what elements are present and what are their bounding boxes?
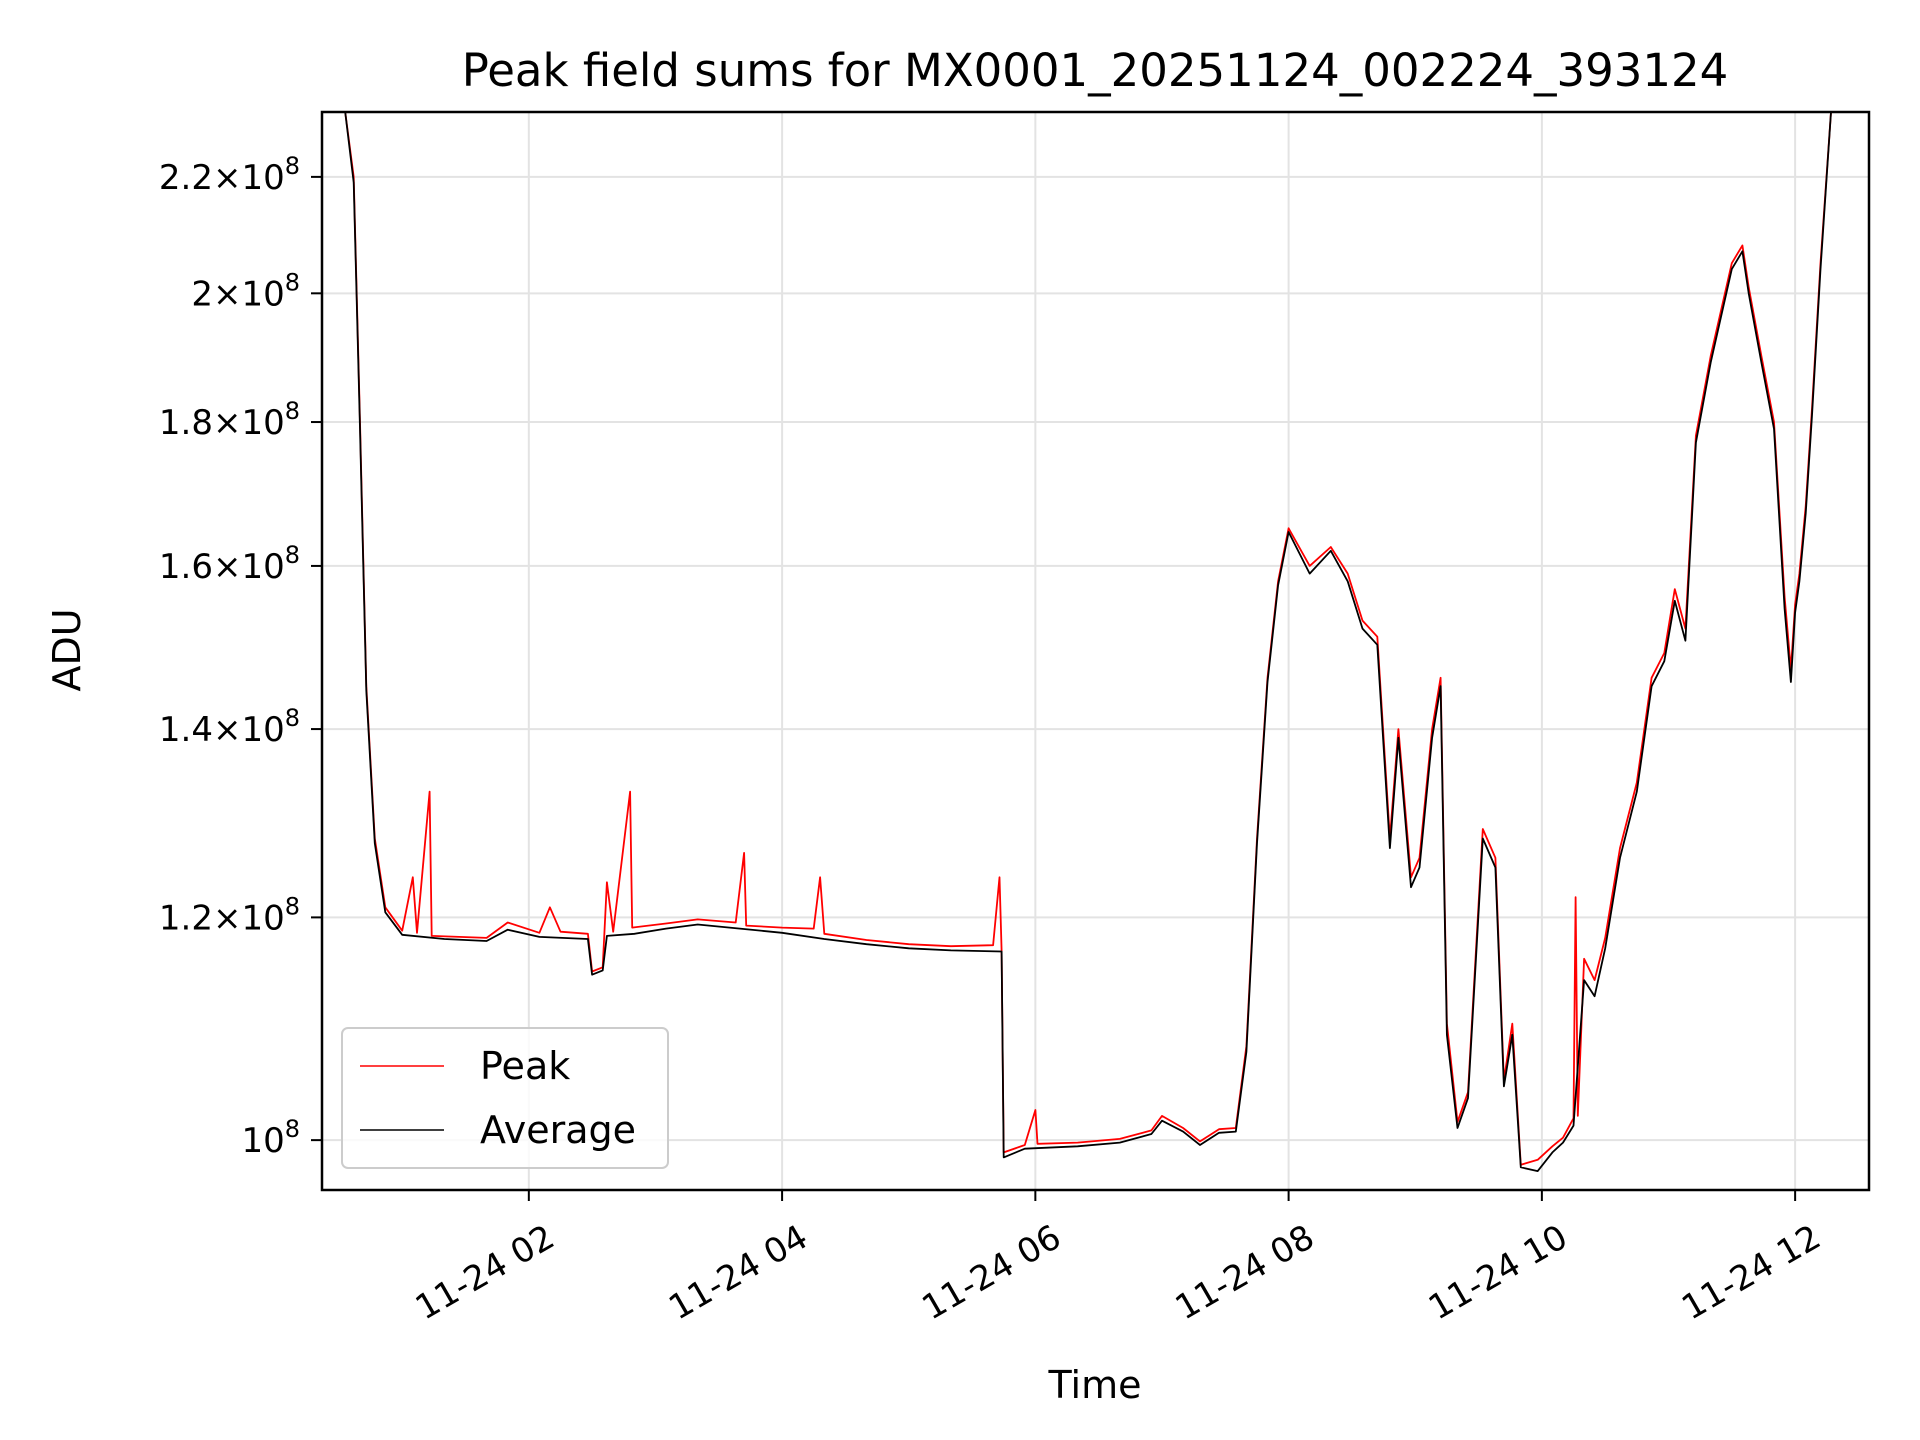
y-tick-label: 1.4×108 [159, 704, 300, 750]
legend-label-average: Average [480, 1108, 636, 1152]
grid-lines [322, 112, 1869, 1190]
y-axis-label: ADU [45, 608, 89, 691]
plot-frame [320, 110, 1871, 1192]
y-axis-ticks: 108 1.2×108 1.4×108 1.6×108 1.8×108 2×108 2.2×… [159, 152, 322, 1161]
chart-title: Peak field sums for MX0001_20251124_0022… [462, 44, 1729, 97]
series-layer [322, 112, 1869, 1172]
legend: Peak Average [341, 1027, 669, 1169]
y-tick-label: 2×108 [191, 268, 300, 314]
series-line-average [322, 112, 1869, 1172]
y-tick-label: 108 [241, 1115, 300, 1161]
y-tick-label: 1.8×108 [159, 397, 300, 443]
legend-label-peak: Peak [480, 1044, 570, 1088]
x-axis-label: Time [1048, 1363, 1142, 1407]
y-tick-label: 2.2×108 [159, 152, 300, 198]
y-tick-label: 1.6×108 [159, 541, 300, 587]
y-tick-label: 1.2×108 [159, 892, 300, 938]
legend-box [341, 1027, 669, 1169]
